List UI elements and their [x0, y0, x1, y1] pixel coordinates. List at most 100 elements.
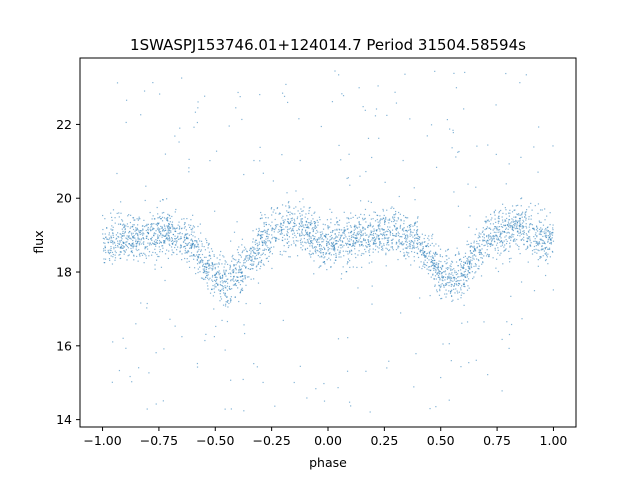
data-point: [301, 241, 304, 243]
data-point: [531, 209, 533, 211]
data-point: [250, 251, 252, 253]
data-point: [380, 218, 382, 220]
data-point: [439, 273, 441, 275]
data-point: [251, 249, 253, 252]
data-point: [218, 262, 220, 264]
data-point: [123, 246, 126, 248]
data-point: [485, 241, 487, 243]
data-point: [251, 268, 253, 270]
data-point: [320, 234, 322, 236]
data-point: [474, 233, 476, 236]
data-point: [325, 233, 327, 235]
data-point: [212, 263, 214, 266]
data-point: [244, 278, 246, 280]
data-point: [135, 243, 137, 245]
data-point: [457, 279, 459, 282]
data-point: [135, 323, 137, 325]
data-point: [396, 227, 398, 230]
data-point: [495, 231, 497, 234]
data-point: [123, 253, 125, 255]
data-point: [174, 228, 176, 230]
data-point: [288, 256, 290, 258]
data-point: [213, 288, 215, 290]
data-point: [125, 225, 127, 227]
data-point: [377, 251, 379, 253]
data-point: [253, 248, 255, 250]
data-point: [415, 246, 417, 249]
data-point: [487, 374, 489, 376]
data-point: [391, 239, 393, 241]
data-point: [263, 240, 265, 242]
data-point: [495, 238, 498, 240]
data-point: [375, 238, 377, 240]
data-point: [440, 284, 442, 286]
data-point: [133, 254, 135, 256]
data-point: [291, 212, 293, 214]
data-point: [523, 236, 525, 238]
data-point: [133, 224, 135, 226]
data-point: [516, 223, 518, 225]
data-point: [339, 240, 341, 242]
data-point: [260, 261, 262, 264]
data-point: [175, 227, 177, 230]
data-point: [549, 232, 551, 235]
data-point: [331, 237, 333, 240]
data-point: [327, 248, 329, 250]
data-point: [308, 207, 310, 209]
data-point: [525, 74, 527, 76]
data-point: [158, 228, 160, 231]
data-point: [168, 223, 171, 226]
data-point: [130, 244, 132, 247]
data-point: [544, 274, 547, 277]
data-point: [146, 225, 148, 227]
data-point: [140, 243, 142, 245]
data-point: [497, 217, 499, 219]
data-point: [260, 211, 262, 214]
data-point: [251, 256, 253, 258]
data-point: [219, 272, 221, 275]
data-point: [174, 246, 176, 249]
data-point: [298, 229, 300, 231]
data-point: [275, 237, 278, 239]
data-point: [138, 218, 140, 220]
data-point: [233, 258, 235, 261]
data-point: [242, 281, 244, 283]
data-point: [461, 292, 463, 294]
data-point: [372, 234, 375, 236]
data-point: [302, 225, 304, 227]
data-point: [355, 238, 357, 240]
data-point: [124, 224, 126, 226]
data-point: [233, 265, 235, 267]
data-point: [516, 220, 518, 222]
data-point: [452, 129, 454, 131]
data-point: [479, 245, 481, 248]
data-point: [106, 227, 108, 229]
data-point: [151, 239, 153, 241]
data-point: [313, 239, 315, 241]
data-point: [182, 246, 185, 248]
data-point: [511, 226, 514, 228]
data-point: [518, 248, 520, 250]
data-point: [431, 235, 433, 237]
data-point: [438, 285, 440, 287]
data-point: [229, 301, 232, 303]
data-point: [172, 251, 174, 253]
data-point: [199, 260, 201, 262]
data-point: [373, 237, 375, 239]
data-point: [467, 273, 469, 275]
data-point: [377, 214, 379, 217]
data-point: [423, 241, 425, 243]
data-point: [180, 245, 182, 247]
data-point: [176, 253, 178, 256]
data-point: [536, 252, 538, 254]
data-point: [334, 248, 336, 250]
data-point: [261, 230, 263, 233]
data-point: [227, 306, 229, 308]
data-point: [295, 206, 297, 208]
data-point: [263, 241, 265, 243]
data-point: [143, 238, 145, 240]
data-point: [376, 234, 378, 236]
data-point: [300, 219, 302, 221]
data-point: [509, 245, 511, 247]
data-point: [137, 260, 139, 262]
